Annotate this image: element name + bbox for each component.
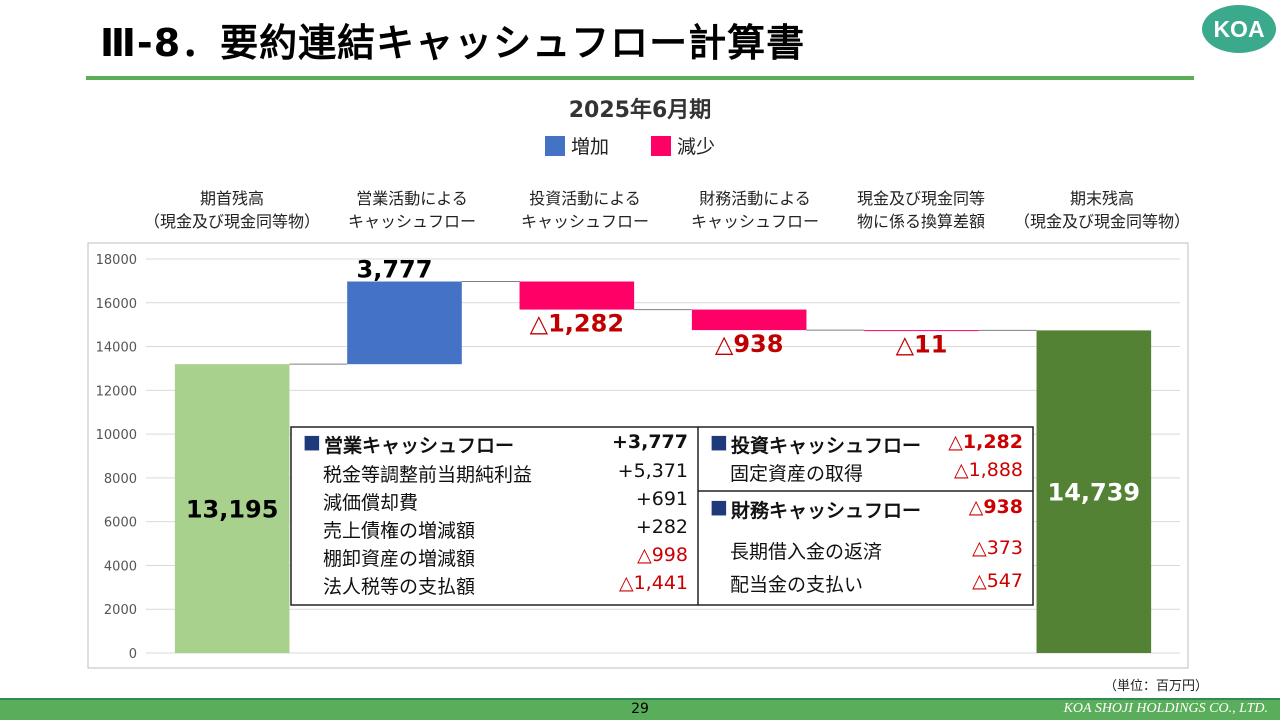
unit-note: （単位：百万円）: [1103, 679, 1208, 694]
column-header-line: 現金及び現金同等: [856, 189, 985, 208]
y-tick-label: 12000: [96, 384, 137, 399]
waterfall-bar: [174, 364, 290, 653]
chart-legend: 増加 減少: [545, 132, 757, 159]
bullet-square: ■: [303, 431, 321, 453]
operating-item-value: +691: [635, 488, 688, 510]
bar-data-label: 13,195: [186, 496, 279, 524]
column-header-investing: 投資活動による キャッシュフロー: [490, 187, 680, 233]
financing-breakdown-table: ■ 財務キャッシュフロー △938 長期借入金の返済 △373 配当金の支払い …: [698, 491, 1033, 605]
slide-title: Ⅲ-8．要約連結キャッシュフロー計算書: [100, 21, 806, 65]
waterfall-bar: [691, 309, 807, 331]
financing-item-value: △373: [972, 537, 1023, 559]
waterfall-bar: [1036, 330, 1152, 653]
investing-total: △1,282: [948, 431, 1023, 453]
y-tick-label: 10000: [96, 428, 137, 443]
financing-total: △938: [968, 496, 1023, 518]
financing-item-label: 配当金の支払い: [730, 574, 864, 596]
legend-decrease-swatch: [651, 135, 672, 156]
financing-item: 配当金の支払い △547: [698, 570, 1033, 598]
column-header-fx: 現金及び現金同等 物に係る換算差額: [826, 187, 1016, 233]
title-divider: [86, 76, 1194, 80]
column-header-financing: 財務活動による キャッシュフロー: [660, 187, 850, 233]
legend-increase-swatch: [545, 135, 565, 156]
y-tick-label: 2000: [104, 603, 137, 618]
footer-rule: [0, 698, 1280, 700]
investing-breakdown-header: ■ 投資キャッシュフロー △1,282: [698, 431, 1033, 459]
operating-item: 棚卸資産の増減額 △998: [291, 544, 698, 572]
operating-item-value: +5,371: [617, 460, 688, 482]
legend-increase-label: 増加: [571, 136, 610, 158]
column-header-line: 期首残高: [199, 189, 264, 208]
operating-item-label: 減価償却費: [323, 492, 419, 514]
y-tick-label: 6000: [104, 516, 137, 531]
y-tick-label: 18000: [96, 253, 137, 268]
operating-breakdown-table: ■ 営業キャッシュフロー +3,777 税金等調整前当期純利益 +5,371 減…: [291, 427, 698, 605]
page-number: 29: [631, 701, 649, 717]
legend-decrease: 減少: [651, 132, 715, 159]
operating-breakdown-header: ■ 営業キャッシュフロー +3,777: [291, 431, 698, 459]
bar-data-label: △938: [715, 330, 784, 358]
column-header-line: キャッシュフロー: [520, 212, 649, 231]
financing-title: 財務キャッシュフロー: [731, 500, 922, 522]
breakdown-box: [290, 426, 1034, 606]
y-tick-label: 4000: [104, 559, 137, 574]
bar-data-label: △1,282: [530, 310, 624, 338]
financing-breakdown-header: ■ 財務キャッシュフロー △938: [698, 496, 1033, 524]
operating-title: 営業キャッシュフロー: [324, 435, 515, 457]
operating-item-label: 税金等調整前当期純利益: [323, 464, 533, 486]
financing-item: 長期借入金の返済 △373: [698, 537, 1033, 565]
column-header-line: キャッシュフロー: [347, 212, 476, 231]
operating-item-value: +282: [635, 516, 688, 538]
column-header-opening: 期首残高 （現金及び現金同等物）: [137, 187, 327, 233]
column-header-line: キャッシュフロー: [690, 212, 819, 231]
y-tick-label: 8000: [104, 472, 137, 487]
financing-item-label: 長期借入金の返済: [730, 541, 883, 563]
y-tick-label: 16000: [96, 297, 137, 312]
operating-item-label: 売上債権の増減額: [323, 520, 476, 542]
operating-item: 売上債権の増減額 +282: [291, 516, 698, 544]
waterfall-bar: [519, 281, 635, 310]
column-header-line: 期末残高: [1069, 189, 1134, 208]
chart-period: 2025年6月期: [568, 98, 712, 123]
operating-item: 法人税等の支払額 △1,441: [291, 572, 698, 600]
operating-total: +3,777: [611, 431, 688, 453]
waterfall-bar: [864, 330, 979, 332]
y-tick-label: 14000: [96, 341, 137, 356]
waterfall-bar: [347, 281, 462, 365]
financing-item-value: △547: [972, 570, 1023, 592]
operating-item: 減価償却費 +691: [291, 488, 698, 516]
bullet-square: ■: [710, 431, 728, 453]
column-header-operating: 営業活動による キャッシュフロー: [317, 187, 507, 233]
column-header-closing: 期末残高 （現金及び現金同等物）: [1007, 187, 1197, 233]
legend-increase: 増加: [545, 132, 609, 159]
operating-item-label: 法人税等の支払額: [323, 576, 476, 598]
column-header-line: 投資活動による: [529, 189, 641, 208]
column-header-line: 物に係る換算差額: [856, 212, 985, 231]
operating-item-value: △998: [637, 544, 688, 566]
operating-item-label: 棚卸資産の増減額: [323, 548, 476, 570]
bullet-square: ■: [710, 496, 728, 518]
y-tick-label: 0: [129, 647, 137, 662]
column-header-line: 財務活動による: [699, 189, 811, 208]
footer-bar: [0, 700, 1280, 720]
column-header-line: （現金及び現金同等物）: [1013, 212, 1190, 231]
legend-decrease-label: 減少: [677, 136, 716, 158]
investing-breakdown-table: ■ 投資キャッシュフロー △1,282 固定資産の取得 △1,888: [698, 427, 1033, 491]
company-name: KOA SHOJI HOLDINGS CO., LTD.: [1063, 701, 1268, 716]
koa-logo: KOA: [1202, 5, 1276, 53]
bar-data-label: △11: [896, 330, 948, 358]
column-header-line: 営業活動による: [356, 189, 468, 208]
column-header-line: （現金及び現金同等物）: [143, 212, 320, 231]
investing-item: 固定資産の取得 △1,888: [698, 459, 1033, 487]
investing-item-label: 固定資産の取得: [730, 463, 864, 485]
operating-item: 税金等調整前当期純利益 +5,371: [291, 460, 698, 488]
operating-item-value: △1,441: [618, 572, 688, 594]
investing-title: 投資キャッシュフロー: [731, 435, 922, 457]
bar-data-label: 14,739: [1048, 479, 1141, 507]
investing-item-value: △1,888: [953, 459, 1023, 481]
bar-data-label: 3,777: [357, 256, 433, 284]
